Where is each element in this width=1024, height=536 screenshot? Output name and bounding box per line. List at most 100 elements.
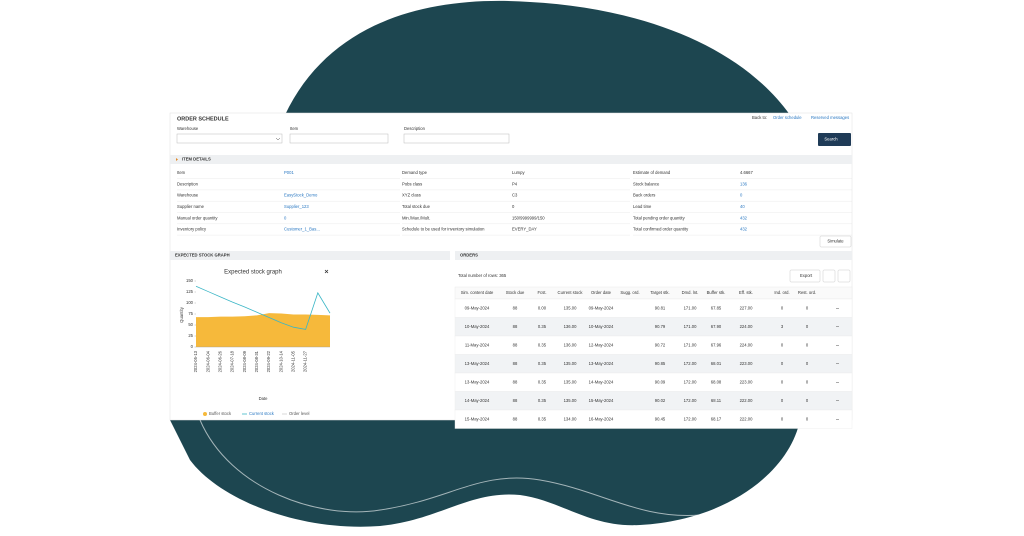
cell: 0 — [806, 416, 809, 421]
detail-value: 432 — [740, 227, 748, 232]
cell: 67.96 — [711, 342, 722, 347]
export-label: Export — [800, 273, 813, 278]
input[interactable] — [289, 133, 389, 144]
cell: 90.02 — [655, 398, 666, 403]
search-button[interactable] — [818, 133, 851, 146]
line — [195, 285, 331, 330]
cell: 09-May-2024 — [465, 305, 490, 310]
detail-value: 0 — [284, 215, 287, 220]
detail-label: Lead time — [633, 204, 652, 209]
column-header: Current stock — [558, 290, 584, 295]
column-header: Stock due — [506, 290, 525, 295]
column-header: Ind. ord. — [774, 290, 789, 295]
cell: 172.00 — [684, 361, 697, 366]
simulate-label: Simulate — [827, 239, 844, 244]
cell: 0 — [781, 342, 784, 347]
cell: 14-May-2024 — [465, 398, 490, 403]
detail-value: 0 — [740, 193, 743, 198]
cell: 11-May-2024 — [465, 342, 490, 347]
cell: 0 — [806, 342, 809, 347]
y-tick-label: 150 — [186, 278, 194, 283]
cell: 227.00 — [740, 305, 753, 310]
y-tick-label: 75 — [188, 311, 193, 316]
cell: 0.35 — [538, 361, 547, 366]
cell: 88 — [513, 361, 518, 366]
cell: 0 — [781, 379, 784, 384]
x-tick-label: 2024-09-22 — [266, 350, 271, 372]
background — [170, 0, 800, 527]
cell: 171.00 — [684, 342, 697, 347]
detail-value: 4.6667 — [740, 170, 753, 175]
column-header: Order date — [591, 290, 612, 295]
detail-label: Description — [177, 181, 199, 186]
link[interactable]: Order schedule — [773, 115, 802, 120]
x-axis-label: Date — [259, 396, 269, 401]
detail-label: Manual order quantity — [177, 215, 218, 220]
detail-value: Supplier_123 — [284, 204, 309, 209]
column-header: Sugg. ord. — [620, 290, 639, 295]
detail-value: P4 — [512, 181, 518, 186]
cell: 224.00 — [740, 342, 753, 347]
detail-value: 0 — [512, 204, 515, 209]
settings-button[interactable] — [822, 269, 836, 283]
details: Item P001 Description Warehouse EasyStock_De… — [177, 170, 852, 236]
link[interactable]: Reserved messages — [811, 115, 849, 120]
cell: 222.00 — [740, 398, 753, 403]
cell: 3 — [781, 324, 784, 329]
cell: 0 — [781, 416, 784, 421]
y-axis-label: Quantity — [179, 306, 184, 323]
detail-label: Demand type — [402, 170, 428, 175]
detail-label: Item — [177, 170, 186, 175]
filter-label: Description — [404, 126, 426, 131]
cell: 0 — [781, 361, 784, 366]
cell: 15-May-2024 — [465, 416, 490, 421]
detail-value: 432 — [740, 215, 748, 220]
search-label: Search — [824, 137, 838, 142]
close-icon[interactable] — [324, 269, 329, 274]
cell: 135.00 — [564, 361, 577, 366]
cell: 14-May-2024 — [589, 379, 614, 384]
cell: 223.00 — [740, 379, 753, 384]
expand-button[interactable] — [837, 269, 851, 283]
detail-label: Back orders — [633, 193, 655, 198]
detail-value: 40 — [740, 204, 745, 209]
chart-title: Expected stock graph — [224, 270, 282, 276]
cell: 171.00 — [684, 324, 697, 329]
cell: 90.85 — [655, 361, 666, 366]
input[interactable] — [403, 133, 510, 144]
cell: 171.00 — [684, 305, 697, 310]
cell: 172.00 — [684, 398, 697, 403]
detail-label: Pobs class — [402, 181, 422, 186]
cell: 13-May-2024 — [465, 361, 490, 366]
x-tick-label: 2024-06-26 — [217, 350, 222, 372]
select[interactable] — [176, 133, 283, 144]
section-bar — [170, 251, 450, 260]
cell: 10-May-2024 — [465, 324, 490, 329]
cell: 88 — [513, 342, 518, 347]
cell: 68.01 — [711, 361, 722, 366]
back-to: Back to: — [752, 115, 767, 120]
legend-label: Order level — [289, 411, 310, 416]
cell: 67.85 — [711, 305, 722, 310]
arrow — [176, 158, 178, 161]
cell: 67.90 — [711, 324, 722, 329]
detail-label: Schedule to be used for inventory simula… — [402, 227, 485, 232]
cell: 0 — [806, 324, 809, 329]
x-tick-label: 2024-08-09 — [242, 350, 247, 372]
section-title: ITEM DETAILS — [182, 157, 211, 162]
cell: 0 — [806, 305, 809, 310]
column-header: Fcst. — [537, 290, 546, 295]
page-title: ORDER SCHEDULE — [177, 116, 229, 122]
x-tick-label: 2024-10-14 — [278, 350, 283, 372]
cell: 134.00 — [564, 416, 577, 421]
detail-value: Customer_1_Bas... — [284, 227, 320, 232]
cell: 0.35 — [538, 324, 547, 329]
cell: 15-May-2024 — [589, 398, 614, 403]
simulate-button[interactable] — [819, 235, 852, 248]
x-tick-label: 2024-06-04 — [205, 350, 210, 372]
cell: 90.09 — [655, 379, 666, 384]
legend-swatch — [203, 412, 207, 416]
cell: 135.00 — [564, 379, 577, 384]
export-button[interactable] — [789, 269, 821, 283]
cell: 0 — [781, 305, 784, 310]
